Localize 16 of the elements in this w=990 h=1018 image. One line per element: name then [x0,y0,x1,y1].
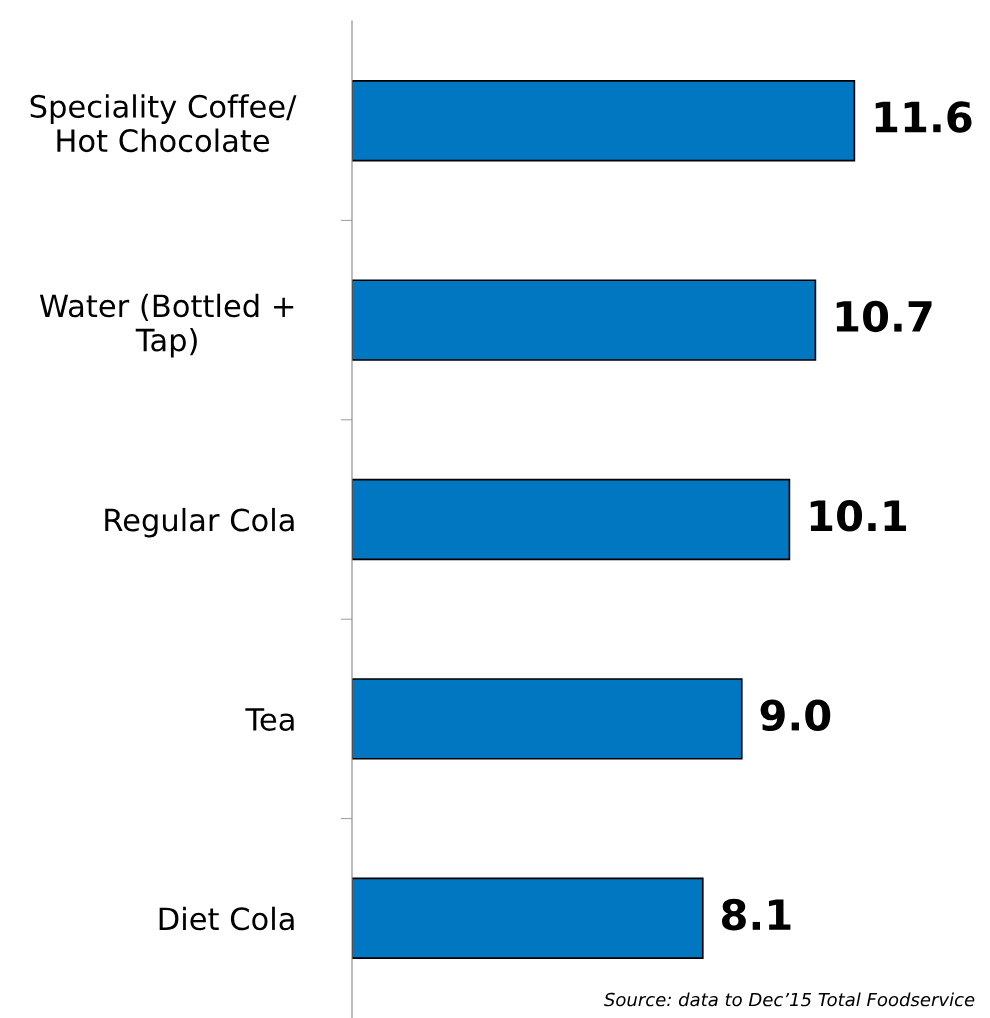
y-tick-label: Diet Cola [159,906,294,931]
bar [352,478,791,561]
data-label: 8.1 [722,898,791,931]
bar [352,279,817,361]
bar [352,678,743,760]
data-label: 9.0 [760,699,831,731]
data-label: 11.6 [875,101,972,133]
y-tick-label: Speciality Coffee/ Hot Chocolate [30,94,297,153]
data-label: 10.7 [836,300,932,333]
y-tick-label: Tea [245,708,294,731]
bar [352,877,704,960]
y-tick-label: Regular Cola [105,507,294,538]
y-tick-label: Water (Bottled + Tap) [39,293,294,358]
bar [352,79,856,162]
annotation: Source: data to Dec’15 Total Foodservice [604,992,975,1007]
data-label: 10.1 [810,500,907,532]
